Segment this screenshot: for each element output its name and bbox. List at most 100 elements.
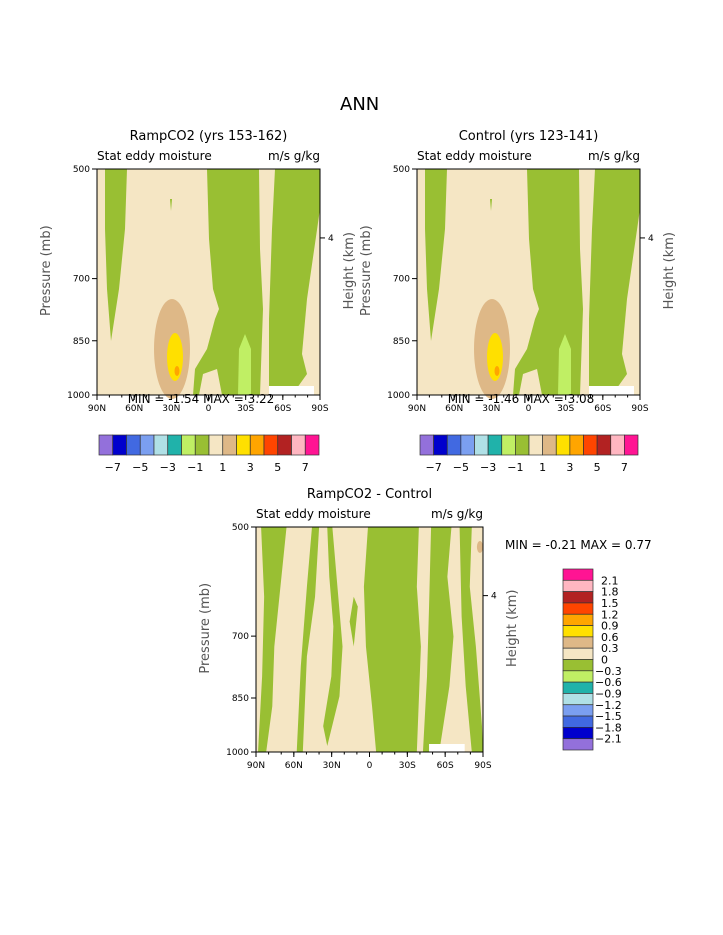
colorbar-label: 0.6 (601, 631, 619, 644)
contour-region (105, 169, 127, 341)
y-right-axis-label: Height (km) (505, 590, 520, 667)
colorbar: MIN = -1.54 MAX = 3.22 −7 −5 −3 −1 1 3 5 7 (98, 392, 320, 474)
colorbar-label: −5 (132, 461, 148, 474)
colorbar-swatch (277, 434, 292, 456)
contour-region (238, 334, 251, 395)
panel-title: RampCO2 - Control (307, 487, 432, 502)
contour-region (269, 169, 320, 395)
colorbar-swatch (515, 434, 530, 456)
colorbar-swatch (194, 434, 210, 456)
x-tick-label: 90S (311, 404, 328, 414)
y-tick-label: 700 (393, 275, 410, 285)
contour-region (589, 386, 634, 395)
colorbar-swatch (501, 434, 516, 456)
colorbar-swatch (562, 704, 594, 717)
contour-region (296, 527, 320, 752)
colorbar-label: 1.5 (601, 597, 619, 610)
y-tick-label: 1000 (387, 391, 410, 401)
colorbar-label: 7 (621, 461, 628, 474)
y-tick-label: 700 (232, 632, 249, 642)
colorbar-label: 0 (601, 654, 608, 667)
contour-region (589, 169, 640, 395)
y-axis-label: Pressure (mb) (198, 583, 213, 674)
y-right-axis-label: Height (km) (342, 232, 357, 309)
colorbar-swatch (562, 681, 594, 694)
panel-subtitle-right: m/s g/kg (588, 149, 640, 163)
x-tick-label: 90S (631, 404, 648, 414)
y-tick-label: 1000 (226, 748, 249, 758)
colorbar-swatch (433, 434, 448, 456)
y-right-tick-label: 4 (648, 234, 654, 244)
contour-region (429, 744, 465, 752)
colorbar-swatch (236, 434, 251, 456)
contour-region (422, 527, 454, 752)
contour-region (363, 527, 421, 752)
colorbar-swatch (487, 434, 503, 456)
colorbar-label: 3 (566, 461, 573, 474)
y-axis-label: Pressure (mb) (359, 225, 374, 316)
colorbar-label: −0.9 (595, 687, 622, 700)
colorbar-label: 7 (302, 461, 309, 474)
colorbar-swatch (562, 727, 594, 740)
colorbar-swatch (569, 434, 584, 456)
colorbar-label: −3 (480, 461, 496, 474)
panel-subtitle-left: Stat eddy moisture (256, 507, 371, 521)
x-tick-label: 60S (274, 404, 291, 414)
y-tick-label: 700 (73, 275, 90, 285)
y-tick-label: 500 (393, 165, 410, 175)
colorbar-label: −7 (105, 461, 121, 474)
colorbar-label: 1.8 (601, 586, 619, 599)
colorbar-swatch (474, 434, 489, 456)
colorbar-swatch (562, 647, 594, 660)
colorbar-swatch (562, 636, 594, 649)
panel-title: Control (yrs 123-141) (459, 129, 599, 144)
contour-region (494, 366, 500, 376)
y-tick-label: 500 (232, 523, 249, 533)
colorbar-swatch (528, 434, 543, 456)
colorbar-label: −1 (187, 461, 203, 474)
colorbar: MIN = -1.46 MAX = 3.08 −7 −5 −3 −1 1 3 5 7 (419, 392, 639, 474)
colorbar-swatch (624, 434, 639, 456)
panel-control: Control (yrs 123-141) Stat eddy moisture m… (359, 129, 677, 414)
x-tick-label: 60S (594, 404, 611, 414)
colorbar-swatch (596, 434, 612, 456)
colorbar-swatch (542, 434, 557, 456)
colorbar-label: −7 (426, 461, 442, 474)
colorbar-label: 1.2 (601, 608, 619, 621)
colorbar-swatch (562, 670, 594, 683)
panel-subtitle-left: Stat eddy moisture (417, 149, 532, 163)
x-tick-label: 30S (557, 404, 574, 414)
colorbar-label: 2.1 (601, 574, 619, 587)
panel-subtitle-right: m/s g/kg (431, 507, 483, 521)
x-tick-label: 60N (125, 404, 143, 414)
colorbar-swatch (249, 434, 265, 456)
contour-region (269, 386, 314, 395)
y-tick-label: 850 (73, 337, 90, 347)
x-tick-label: 60N (285, 761, 303, 771)
colorbar-label: −2.1 (595, 733, 622, 746)
panel-title: RampCO2 (yrs 153-162) (130, 129, 288, 144)
colorbar-swatch (222, 434, 237, 456)
x-tick-label: 90N (88, 404, 106, 414)
contour-region (490, 199, 492, 211)
colorbar-swatch (291, 434, 306, 456)
colorbar-swatch (263, 434, 279, 456)
x-tick-label: 0 (526, 404, 532, 414)
colorbar-label: 0.9 (601, 620, 619, 633)
x-tick-label: 90N (408, 404, 426, 414)
y-tick-label: 1000 (67, 391, 90, 401)
colorbar-label: 3 (247, 461, 254, 474)
colorbar-label: −1.8 (595, 721, 622, 734)
colorbar-swatch (153, 434, 169, 456)
min-max-label: MIN = -0.21 MAX = 0.77 (505, 538, 652, 552)
contour-region (425, 169, 447, 341)
min-max-label: MIN = -1.54 MAX = 3.22 (128, 392, 275, 406)
colorbar-swatch (112, 434, 127, 456)
colorbar-swatch (304, 434, 320, 456)
colorbar-label: −3 (160, 461, 176, 474)
figure-title: ANN (340, 94, 380, 115)
x-tick-label: 60S (437, 761, 454, 771)
colorbar-label: 5 (274, 461, 281, 474)
x-tick-label: 30N (323, 761, 341, 771)
